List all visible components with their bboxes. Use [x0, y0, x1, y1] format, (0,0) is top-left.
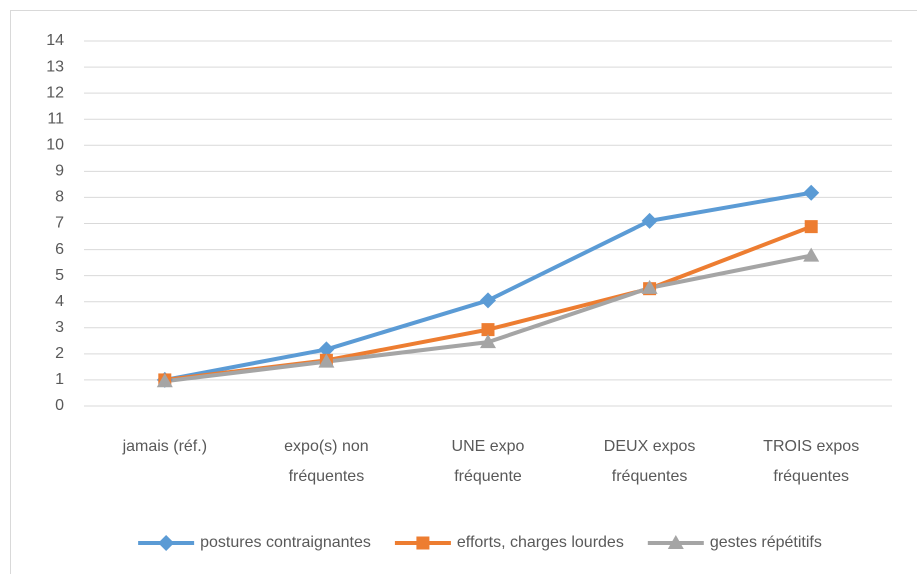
data-point [641, 279, 658, 294]
y-tick-label: 12 [46, 84, 64, 101]
legend-label: postures contraignantes [200, 534, 371, 551]
data-point [803, 247, 820, 262]
data-point [318, 353, 335, 368]
x-tick-label: TROIS expos fréquentes [763, 438, 860, 485]
legend-marker [158, 535, 175, 551]
data-point [804, 220, 818, 234]
data-point [480, 334, 496, 349]
y-tick-label: 11 [47, 110, 64, 127]
y-tick-label: 2 [55, 345, 64, 362]
y-tick-label: 4 [55, 293, 64, 310]
data-point [641, 212, 658, 229]
data-point [318, 341, 335, 358]
legend-label: gestes répétitifs [710, 534, 822, 551]
y-tick-label: 9 [55, 163, 64, 180]
legend-label: efforts, charges lourdes [457, 534, 624, 551]
y-tick-label: 13 [46, 58, 64, 75]
chart-border [10, 10, 917, 574]
y-tick-label: 0 [55, 397, 64, 414]
y-tick-label: 3 [55, 319, 64, 336]
data-point [156, 373, 173, 388]
legend: postures contraignantes efforts, charges … [138, 534, 822, 551]
x-tick-label: UNE expo fréquente [451, 438, 525, 485]
y-tick-label: 14 [46, 32, 64, 49]
y-tick-label: 1 [55, 371, 64, 388]
x-tick-label: DEUX expos fréquentes [603, 438, 696, 485]
x-tick-label: expo(s) non fréquentes [284, 438, 369, 485]
x-tick-label: jamais (réf.) [122, 438, 208, 455]
y-tick-label: 8 [55, 189, 64, 206]
legend-marker [416, 536, 430, 550]
y-tick-label: 5 [55, 267, 64, 284]
y-tick-label: 6 [55, 241, 64, 258]
legend-marker [667, 535, 684, 549]
data-point [481, 323, 495, 337]
data-point [803, 184, 820, 201]
data-point [480, 292, 496, 309]
y-tick-label: 10 [46, 137, 64, 154]
y-tick-label: 7 [55, 215, 64, 232]
